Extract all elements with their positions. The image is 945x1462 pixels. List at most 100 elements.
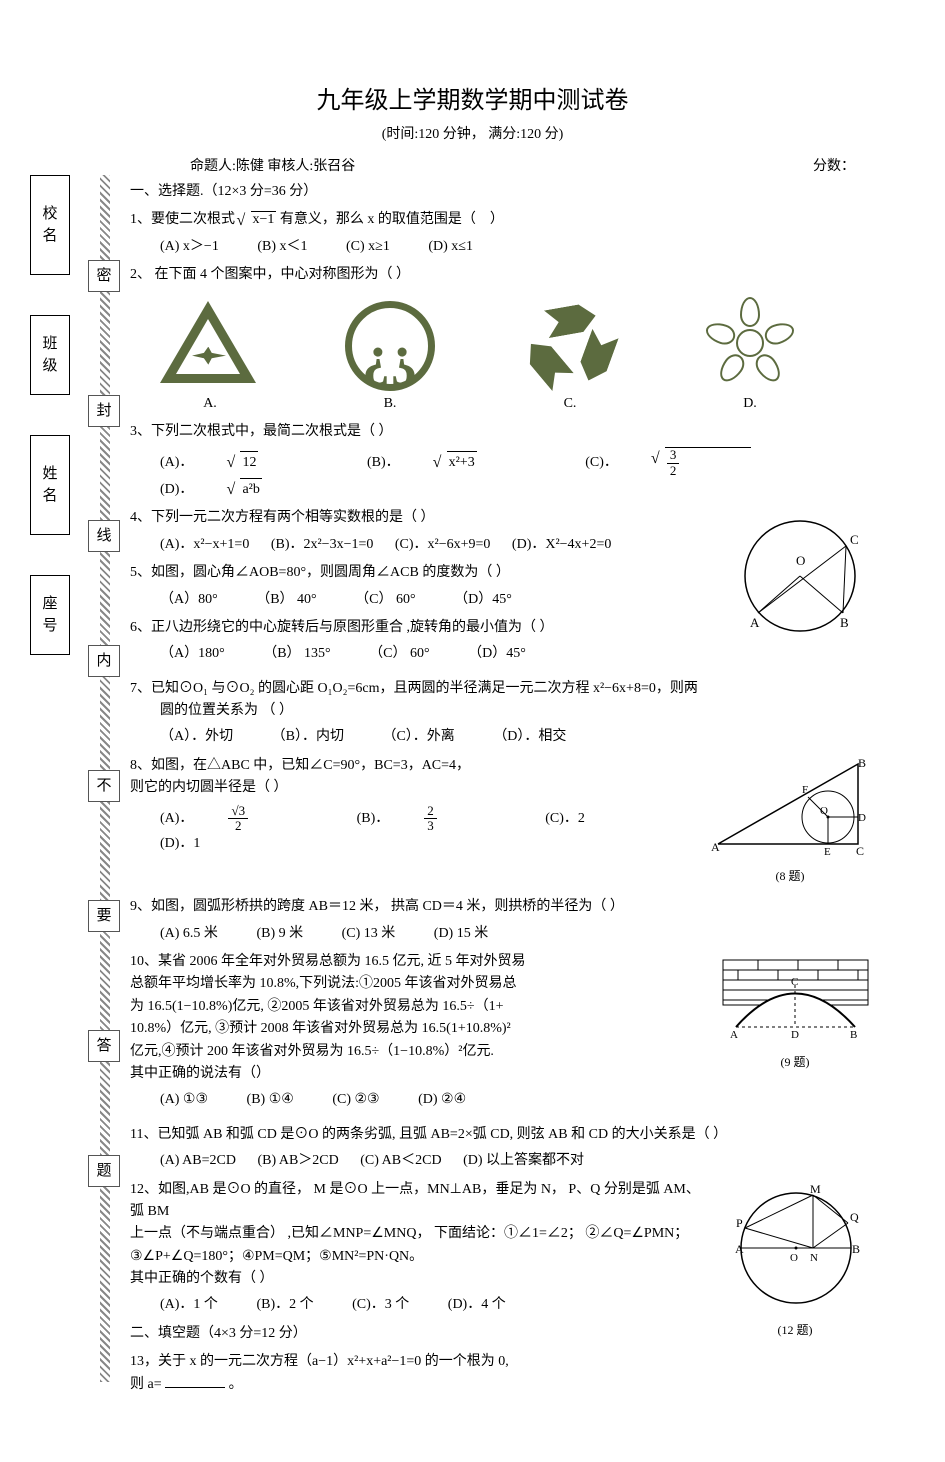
box-class-text: 班级 <box>42 333 57 378</box>
q13-l3: 。 <box>229 1377 243 1392</box>
q9-opt-d: (D) 15 米 <box>434 923 488 945</box>
question-12: 12、如图,AB 是⊙O 的直径， M 是⊙O 上一点，MN⊥AB，垂足为 N，… <box>130 1179 875 1317</box>
box-seat: 座号 <box>30 575 70 655</box>
seal-char-3: 线 <box>88 520 120 552</box>
seal-char-1: 密 <box>88 260 120 292</box>
q4-stem: 4、下列一元二次方程有两个相等实数根的是（ ） <box>130 507 875 529</box>
q7-stem-a: 7、已知⊙O₁ 与⊙O₂ 的圆心距 O₁O₂=6cm，且两圆的半径满足一元二次方… <box>130 678 875 700</box>
q10-opt-d: (D) ②④ <box>418 1089 466 1111</box>
q12-l4: 其中正确的个数有（ ） <box>130 1268 875 1290</box>
question-5: 5、如图，圆心角∠AOB=80°，则圆周角∠ACB 的度数为（ ） （A）80°… <box>130 562 875 611</box>
q12-options: (A)．1 个 (B)．2 个 (C)．3 个 (D)．4 个 <box>160 1294 875 1316</box>
q13-l1: 13，关于 x 的一元二次方程（a−1）x²+x+a²−1=0 的一个根为 0, <box>130 1351 875 1373</box>
q11-opt-a: (A) AB=2CD <box>160 1150 236 1172</box>
box-class: 班级 <box>30 315 70 395</box>
q2-fig-c: C. <box>510 301 630 415</box>
q5-opt-c: （C） 60° <box>355 589 415 611</box>
q8-opt-d: (D)．1 <box>160 833 200 855</box>
q8-opt-a: (A)．√32 <box>160 804 318 834</box>
recycle-icon <box>520 301 620 391</box>
q6-opt-c: （C） 60° <box>369 643 429 665</box>
q12-caption: (12 题) <box>715 1321 875 1340</box>
q10-l2: 总额年平均增长率为 10.8%,下列说法:①2005 年该省对外贸易总 <box>130 973 875 995</box>
q5-opt-a: （A）80° <box>160 589 218 611</box>
q13-l2: 则 a= <box>130 1377 162 1392</box>
q10-opt-c: (C) ②③ <box>332 1089 379 1111</box>
q5-opt-b: （B） 40° <box>256 589 316 611</box>
q6-opt-a: （A）180° <box>160 643 225 665</box>
q7-opt-d: （D）．相交 <box>493 726 566 748</box>
q1-opt-c: (C) x≥1 <box>346 236 390 258</box>
q3-opt-c: (C)．32 <box>585 447 821 478</box>
seal-char-8: 题 <box>88 1155 120 1187</box>
binding-spine: 校名 班级 姓名 座号 密 封 线 内 不 要 答 题 <box>30 175 140 1382</box>
q4-opt-b: (B)．2x²−3x−1=0 <box>271 534 374 556</box>
q2-figures-row: A. ¿¿ B. C. <box>150 295 875 415</box>
seal-char-7: 答 <box>88 1030 120 1062</box>
q13-blank[interactable] <box>165 1374 225 1388</box>
q7-opt-c: （C）．外离 <box>382 726 454 748</box>
q7-opt-b: （B）．内切 <box>272 726 344 748</box>
box-school: 校名 <box>30 175 70 275</box>
q12-opt-a: (A)．1 个 <box>160 1294 218 1316</box>
q11-opt-d: (D) 以上答案都不对 <box>463 1150 584 1172</box>
question-9: 9、如图，圆弧形桥拱的跨度 AB＝12 米， 拱高 CD＝4 米，则拱桥的半径为… <box>130 896 875 945</box>
q1-opt-d: (D) x≤1 <box>428 236 473 258</box>
q10-l1: 10、某省 2006 年全年对外贸易总额为 16.5 亿元, 近 5 年对外贸易 <box>130 951 875 973</box>
q9-options: (A) 6.5 米 (B) 9 米 (C) 13 米 (D) 15 米 <box>160 923 875 945</box>
q6-stem: 6、正八边形绕它的中心旋转后与原图形重合 ,旋转角的最小值为（ ） <box>130 617 875 639</box>
q10-l5: 亿元,④预计 200 年该省对外贸易为 16.5÷（1−10.8%）²亿元. <box>130 1041 875 1063</box>
q8-stem-a: 8、如图，在△ABC 中，已知∠C=90°，BC=3，AC=4， <box>130 755 875 777</box>
question-8: 8、如图，在△ABC 中，已知∠C=90°，BC=3，AC=4， 则它的内切圆半… <box>130 755 875 856</box>
page-title: 九年级上学期数学期中测试卷 <box>70 80 875 115</box>
q2-label-a: A. <box>150 393 270 415</box>
q5-opt-d: （D）45° <box>454 589 512 611</box>
q10-opt-b: (B) ①④ <box>247 1089 294 1111</box>
seal-char-2: 封 <box>88 395 120 427</box>
question-1: 1、要使二次根式 x−1 有意义，那么 x 的取值范围是（ ） (A) x＞−1… <box>130 209 875 258</box>
seal-char-6: 要 <box>88 900 120 932</box>
page-subtitle: (时间:120 分钟， 满分:120 分) <box>70 123 875 143</box>
q7-stem-b: 圆的位置关系为 （ ） <box>160 700 875 722</box>
score-label: 分数： <box>813 155 855 175</box>
exam-page: 校名 班级 姓名 座号 密 封 线 内 不 要 答 题 九年级上学期数学期中测试… <box>0 0 945 1462</box>
q9-opt-c: (C) 13 米 <box>342 923 396 945</box>
box-name: 姓名 <box>30 435 70 535</box>
q12-l2: 上一点（不与端点重合） ,已知∠MNP=∠MNQ， 下面结论：①∠1=∠2； ②… <box>130 1223 875 1245</box>
q1-opt-b: (B) x＜1 <box>257 236 307 258</box>
box-seat-text: 座号 <box>42 593 57 638</box>
question-7: 7、已知⊙O₁ 与⊙O₂ 的圆心距 O₁O₂=6cm，且两圆的半径满足一元二次方… <box>130 678 875 749</box>
q5-stem: 5、如图，圆心角∠AOB=80°，则圆周角∠ACB 的度数为（ ） <box>130 562 875 584</box>
q6-opt-b: （B） 135° <box>263 643 330 665</box>
q7-options: （A）．外切 （B）．内切 （C）．外离 （D）．相交 <box>160 726 875 748</box>
q10-opt-a: (A) ①③ <box>160 1089 208 1111</box>
authors-line: 命题人:陈健 审核人:张召谷 <box>190 155 875 175</box>
q4-opt-d: (D)．X²−4x+2=0 <box>512 534 611 556</box>
q8-opt-c: (C)．2 <box>545 808 585 830</box>
q5-options: （A）80° （B） 40° （C） 60° （D）45° <box>160 589 875 611</box>
q3-options: (A)．12 (B)．x²+3 (C)．32 (D)．a²b <box>160 447 875 501</box>
q11-opt-b: (B) AB＞2CD <box>257 1150 338 1172</box>
q4-options: (A)．x²−x+1=0 (B)．2x²−3x−1=0 (C)．x²−6x+9=… <box>160 534 875 556</box>
box-name-text: 姓名 <box>42 463 57 508</box>
q7-opt-a: （A）．外切 <box>160 726 233 748</box>
ring-question-icon: ¿¿ <box>345 301 435 391</box>
q13-l2-wrap: 则 a= 。 <box>130 1374 875 1396</box>
question-13: 13，关于 x 的一元二次方程（a−1）x²+x+a²−1=0 的一个根为 0,… <box>130 1351 875 1396</box>
question-10: 10、某省 2006 年全年对外贸易总额为 16.5 亿元, 近 5 年对外贸易… <box>130 951 875 1112</box>
question-2: 2、 在下面 4 个图案中，中心对称图形为（ ） A. ¿¿ B. <box>130 264 875 415</box>
q12-l3: ③∠P+∠Q=180°；④PM=QM；⑤MN²=PN·QN。 <box>130 1246 875 1268</box>
triangle-plane-icon <box>160 301 260 391</box>
q12-opt-b: (B)．2 个 <box>256 1294 313 1316</box>
section-1-header: 一、选择题.（12×3 分=36 分） <box>130 181 875 203</box>
q8-opt-b: (B)．23 <box>357 804 507 834</box>
q2-label-c: C. <box>510 393 630 415</box>
q10-l3: 为 16.5(1−10.8%)亿元, ②2005 年该省对外贸易总为 16.5÷… <box>130 996 875 1018</box>
seal-char-5: 不 <box>88 770 120 802</box>
q9-opt-a: (A) 6.5 米 <box>160 923 218 945</box>
q3-opt-b: (B)．x²+3 <box>367 451 547 474</box>
q10-options: (A) ①③ (B) ①④ (C) ②③ (D) ②④ <box>160 1089 875 1111</box>
q9-opt-b: (B) 9 米 <box>256 923 303 945</box>
q11-opt-c: (C) AB＜2CD <box>360 1150 441 1172</box>
q1-stem: 1、要使二次根式 x−1 有意义，那么 x 的取值范围是（ ） <box>130 212 504 227</box>
